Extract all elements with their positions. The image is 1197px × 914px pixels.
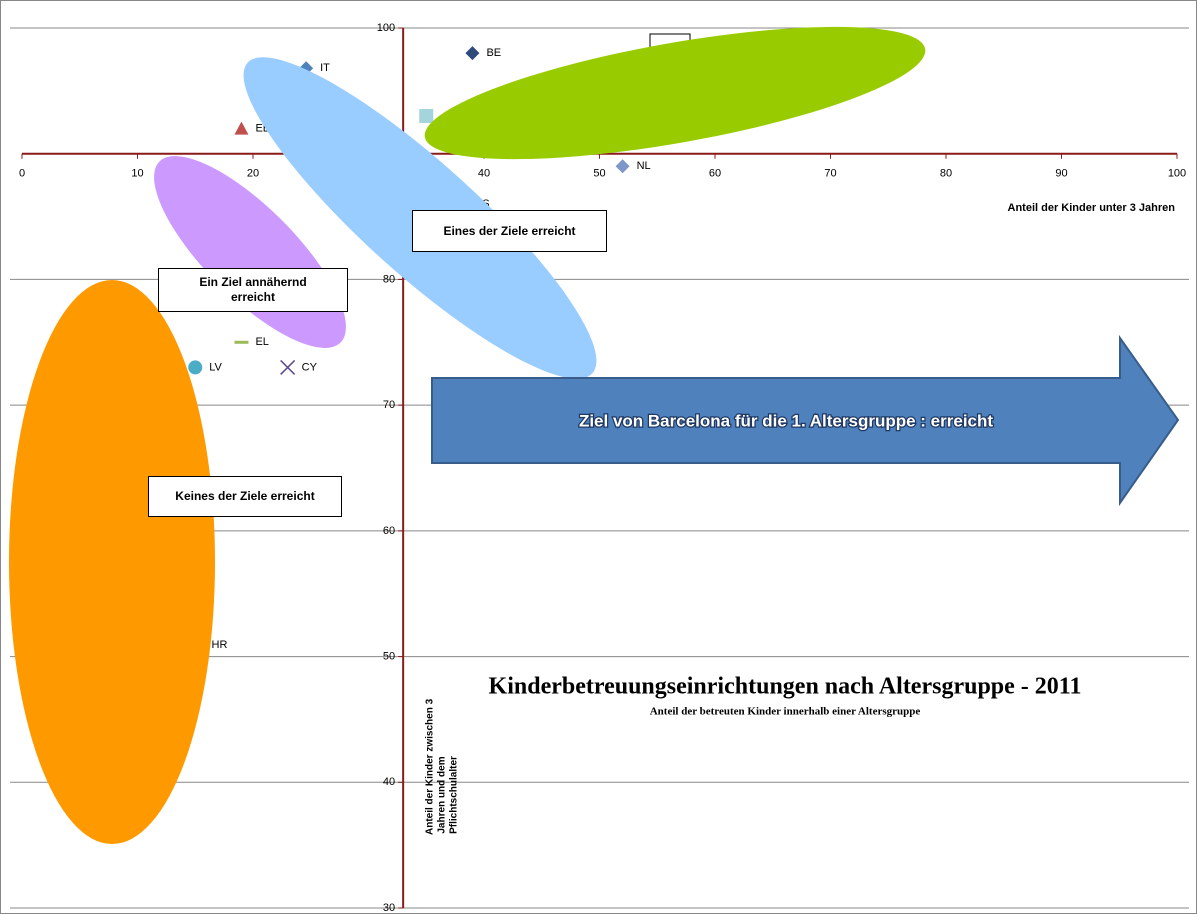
y-tick-label: 50	[383, 650, 395, 662]
point	[419, 109, 434, 123]
y-tick-label: 40	[383, 776, 395, 788]
point	[280, 359, 296, 375]
point-label: LV	[209, 361, 222, 373]
arrow-label: Ziel von Barcelona für die 1. Altersgrup…	[579, 411, 993, 430]
y-axis-label: Anteil der Kinder zwischen 3	[425, 698, 436, 835]
y-tick-label: 60	[383, 525, 395, 537]
y-axis-label: Pflichtschulalter	[449, 756, 460, 834]
point	[465, 46, 480, 61]
x-tick-label: 10	[131, 168, 143, 180]
x-tick-label: 80	[940, 168, 952, 180]
point-label: IT	[320, 62, 330, 74]
point-label: NL	[637, 160, 651, 172]
point-label: EL	[255, 336, 268, 348]
y-tick-label: 30	[383, 902, 395, 914]
x-tick-label: 20	[247, 168, 259, 180]
point	[234, 340, 249, 344]
x-tick-label: 70	[824, 168, 836, 180]
point	[188, 360, 203, 375]
y-tick-label: 80	[383, 273, 395, 285]
y-axis-label: Jahren und dem	[437, 756, 448, 833]
annotation: Ein Ziel annähernd erreicht	[158, 268, 348, 312]
chart-subtitle: Anteil der betreuten Kinder innerhalb ei…	[650, 706, 921, 718]
x-tick-label: 90	[1055, 168, 1067, 180]
point-label: HR	[212, 639, 228, 651]
x-tick-label: 0	[19, 168, 25, 180]
y-tick-label: 100	[377, 22, 395, 34]
point	[234, 121, 249, 135]
chart-title: Kinderbetreuungseinrichtungen nach Alter…	[489, 674, 1082, 700]
point-label: BE	[486, 47, 501, 59]
point-label: CY	[302, 361, 318, 373]
annotation: Keines der Ziele erreicht	[148, 476, 342, 517]
x-tick-label: 100	[1168, 168, 1186, 180]
zone-both	[424, 26, 926, 160]
x-tick-label: 60	[709, 168, 721, 180]
arrow	[431, 334, 1180, 507]
x-axis-label: Anteil der Kinder unter 3 Jahren	[1008, 202, 1176, 214]
y-tick-label: 70	[383, 399, 395, 411]
x-tick-label: 50	[593, 168, 605, 180]
point	[615, 159, 630, 174]
x-tick-label: 40	[478, 168, 490, 180]
zone-none	[9, 280, 215, 844]
annotation: Eines der Ziele erreicht	[412, 210, 607, 252]
